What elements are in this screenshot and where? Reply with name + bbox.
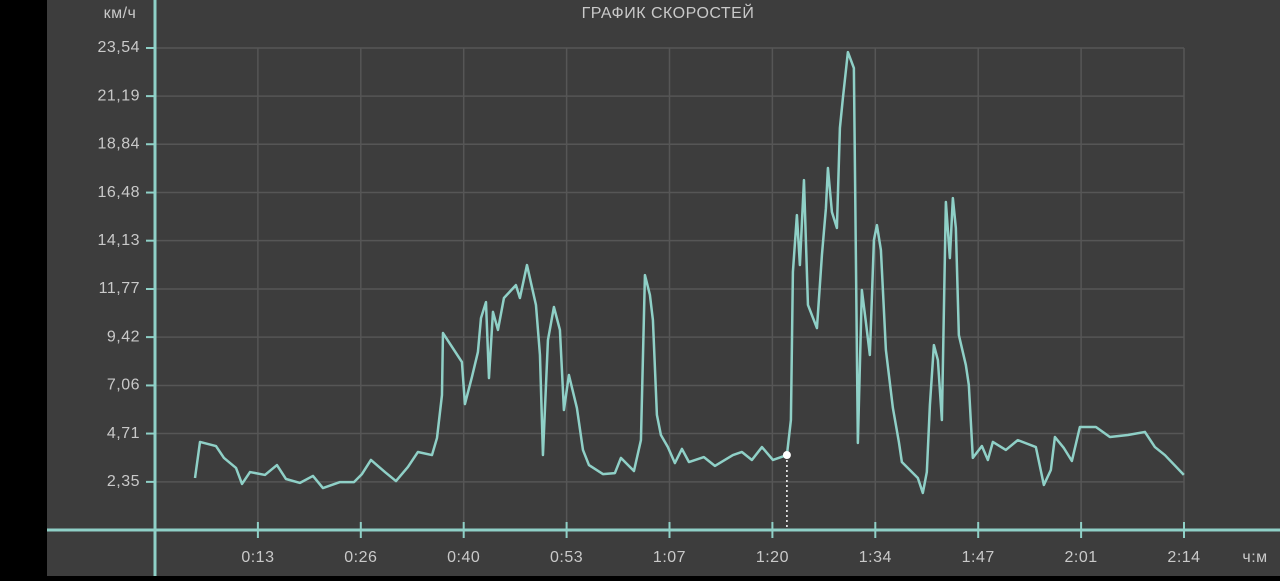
x-tick-label: 1:20 [756, 549, 789, 566]
cursor-point [782, 451, 791, 460]
y-tick-label: 14,13 [97, 232, 140, 249]
x-tick-label: 1:47 [962, 549, 995, 566]
x-tick-label: 2:14 [1167, 549, 1200, 566]
chart-panel [47, 0, 1280, 576]
y-tick-label: 18,84 [97, 135, 140, 152]
side-strip [0, 0, 47, 576]
x-tick-label: 1:07 [653, 549, 686, 566]
x-tick-label: 0:26 [344, 549, 377, 566]
y-tick-label: 21,19 [97, 87, 140, 104]
speed-line [193, 50, 1185, 495]
y-tick-label: 16,48 [97, 184, 140, 201]
y-tick-label: 4,71 [107, 425, 140, 442]
y-tick-label: 23,54 [97, 39, 140, 56]
y-tick-label: 9,42 [107, 328, 140, 345]
x-tick-label: 2:01 [1065, 549, 1098, 566]
y-tick-label: 7,06 [107, 377, 140, 394]
x-tick-label: 0:13 [241, 549, 274, 566]
y-tick-label: 11,77 [99, 280, 140, 297]
x-tick-label: 0:40 [447, 549, 480, 566]
x-tick-label: 1:34 [859, 549, 892, 566]
chart-title: ГРАФИК СКОРОСТЕЙ [582, 3, 755, 22]
x-tick-label: 0:53 [550, 549, 583, 566]
y-tick-label: 2,35 [107, 473, 140, 490]
y-axis-label: км/ч [104, 5, 137, 22]
x-axis-label: ч:м [1242, 549, 1267, 566]
